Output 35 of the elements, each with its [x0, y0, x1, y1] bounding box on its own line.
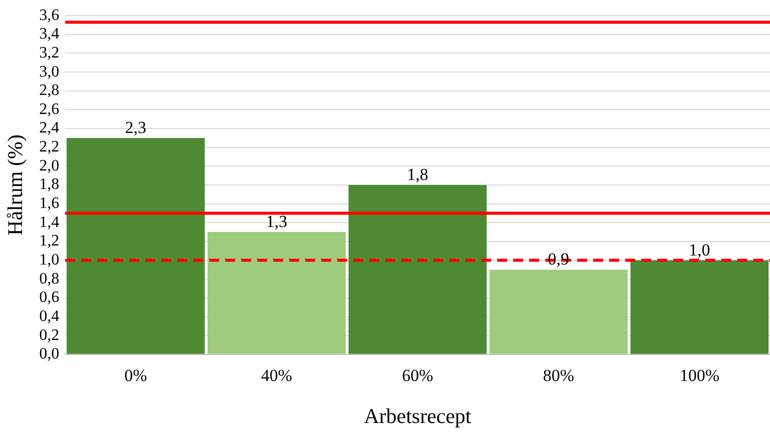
y-tick-label: 1,2: [39, 232, 60, 250]
y-tick-label: 0,4: [39, 308, 60, 325]
data-label: 1,0: [688, 240, 710, 260]
y-tick-label: 3,2: [39, 44, 60, 62]
y-axis-title: Hålrum (%): [3, 134, 28, 236]
x-axis-title: Arbetsrecept: [364, 404, 472, 428]
y-tick-label: 2,8: [39, 82, 60, 100]
x-tick-label: 0%: [124, 366, 148, 386]
y-tick-label: 2,2: [39, 138, 60, 156]
y-tick-label: 3,6: [39, 6, 60, 24]
y-tick-label: 1,6: [39, 195, 60, 212]
y-tick-label: 3,0: [39, 63, 60, 80]
y-tick-label: 0,0: [39, 346, 60, 363]
y-tick-label: 0,8: [39, 270, 60, 288]
y-tick-label: 1,0: [39, 251, 60, 268]
bar: [208, 232, 346, 354]
bar: [66, 138, 205, 354]
y-tick-label: 1,8: [39, 176, 60, 194]
bar: [489, 270, 628, 354]
y-tick-label: 3,4: [39, 26, 60, 43]
y-tick-label: 2,0: [39, 157, 60, 174]
bar: [630, 260, 769, 354]
data-label: 1,3: [266, 212, 288, 232]
bar: [348, 185, 487, 354]
data-label: 1,8: [406, 164, 428, 184]
x-tick-label: 80%: [542, 366, 574, 386]
y-tick-label: 0,2: [39, 326, 60, 344]
y-tick-label: 2,4: [39, 120, 60, 137]
y-tick-label: 1,4: [39, 214, 60, 231]
y-tick-label: 0,6: [39, 289, 60, 306]
y-tick-label: 2,6: [39, 100, 60, 118]
x-tick-label: 100%: [680, 366, 720, 386]
data-label: 2,3: [125, 118, 146, 137]
x-tick-label: 40%: [261, 366, 292, 386]
x-tick-label: 60%: [402, 366, 434, 386]
